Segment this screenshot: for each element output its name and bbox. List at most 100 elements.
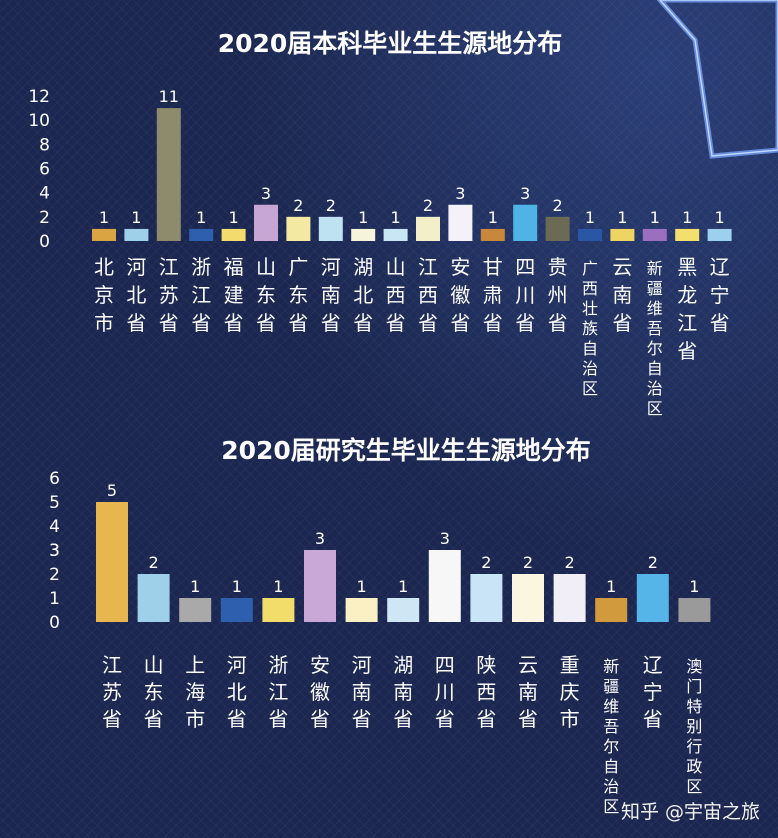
bar — [707, 228, 732, 241]
watermark: 知乎 @宇宙之旅 — [620, 801, 760, 823]
x-tick-label: 广东省 — [288, 255, 308, 335]
x-tick-label: 江西省 — [418, 255, 438, 335]
y-tick-label: 0 — [39, 232, 50, 252]
x-tick-label: 澳门特别行政区 — [686, 657, 702, 796]
x-tick-label: 湖南省 — [393, 653, 413, 731]
y-tick-label: 2 — [49, 565, 60, 585]
bar — [387, 598, 420, 622]
data-label: 1 — [99, 208, 109, 227]
data-label: 3 — [261, 184, 271, 203]
bar — [578, 228, 602, 241]
data-label: 1 — [585, 208, 595, 227]
x-tick-label: 湖北省 — [353, 255, 373, 335]
data-label: 1 — [488, 208, 498, 227]
data-label: 2 — [423, 196, 433, 215]
y-tick-label: 3 — [49, 541, 60, 561]
x-tick-label: 辽宁省 — [710, 255, 730, 335]
decorative-frame — [656, 0, 778, 159]
bar — [383, 228, 408, 241]
data-label: 1 — [715, 208, 725, 227]
data-label: 3 — [520, 184, 530, 203]
data-label: 1 — [391, 208, 401, 227]
x-tick-label: 新疆维吾尔自治区 — [647, 259, 663, 418]
y-tick-label: 10 — [28, 111, 50, 131]
bar — [448, 204, 473, 241]
x-tick-label: 江苏省 — [102, 653, 122, 731]
data-label: 2 — [648, 553, 658, 572]
x-tick-label: 福建省 — [224, 255, 244, 335]
bar — [642, 228, 667, 241]
x-tick-label: 河北省 — [227, 653, 247, 731]
bar — [179, 598, 212, 622]
bar — [545, 216, 570, 241]
y-tick-label: 6 — [49, 469, 60, 489]
x-tick-label: 江苏省 — [159, 255, 179, 335]
y-tick-label: 4 — [39, 184, 50, 204]
bar — [513, 204, 538, 241]
x-tick-label: 黑龙江省 — [677, 255, 697, 363]
x-tick-label: 辽宁省 — [643, 653, 663, 731]
bar — [480, 228, 505, 241]
data-label: 2 — [523, 553, 533, 572]
data-label: 3 — [455, 184, 465, 203]
bar — [318, 216, 343, 241]
x-tick-label: 山东省 — [144, 653, 164, 731]
data-label: 3 — [315, 529, 325, 548]
x-tick-label: 安徽省 — [450, 255, 470, 335]
bar — [221, 228, 246, 241]
x-tick-label: 河南省 — [321, 255, 341, 335]
y-tick-label: 3 — [49, 541, 60, 561]
data-label: 1 — [131, 208, 141, 227]
data-label: 2 — [326, 196, 336, 215]
y-tick-label: 0 — [49, 613, 60, 633]
data-label: 1 — [196, 208, 206, 227]
y-tick-label: 5 — [49, 493, 60, 513]
bar — [220, 598, 253, 622]
y-tick-label: 4 — [49, 517, 60, 537]
bar — [553, 574, 586, 622]
bar — [595, 598, 628, 622]
undergrad-chart: 2020届本科毕业生生源地分布 0246810121北京市1河北省11江苏省1浙… — [28, 29, 732, 418]
bar — [416, 216, 440, 241]
bar — [254, 204, 278, 241]
bar — [512, 574, 544, 622]
data-label: 1 — [273, 577, 283, 596]
bar — [345, 598, 378, 622]
bar — [137, 574, 170, 622]
data-label: 1 — [229, 208, 239, 227]
y-tick-label: 12 — [28, 87, 50, 107]
x-tick-label: 四川省 — [515, 255, 535, 335]
data-label: 1 — [617, 208, 627, 227]
data-label: 5 — [107, 481, 117, 500]
x-tick-label: 广西壮族自治区 — [582, 259, 598, 398]
x-tick-label: 云南省 — [612, 255, 632, 335]
bar — [428, 550, 461, 622]
data-label: 1 — [650, 208, 660, 227]
data-label: 1 — [689, 577, 699, 596]
bar — [156, 108, 181, 241]
bar — [470, 574, 503, 622]
data-label: 3 — [440, 529, 450, 548]
y-tick-label: 1 — [49, 589, 60, 609]
y-tick-label: 8 — [39, 135, 50, 155]
bar — [262, 598, 295, 622]
bar — [124, 228, 149, 241]
graduate-chart: 2020届研究生毕业生生源地分布 0 1 2 3 3 4 5 6 5 江苏省 2 山东省 1 上海市 1 河北… — [49, 436, 711, 816]
x-tick-label: 山东省 — [256, 255, 276, 335]
bar — [678, 598, 711, 622]
data-label: 2 — [553, 196, 563, 215]
bar — [304, 550, 336, 622]
x-tick-label: 河南省 — [352, 653, 372, 731]
bar — [610, 228, 635, 241]
bar — [189, 228, 214, 241]
data-label: 11 — [159, 87, 179, 106]
x-tick-label: 云南省 — [518, 653, 538, 731]
data-label: 1 — [358, 208, 368, 227]
data-label: 1 — [606, 577, 616, 596]
x-tick-label: 浙江省 — [191, 255, 211, 335]
data-label: 2 — [293, 196, 303, 215]
bar — [636, 574, 669, 622]
data-label: 1 — [232, 577, 242, 596]
y-tick-label: 6 — [39, 160, 50, 180]
